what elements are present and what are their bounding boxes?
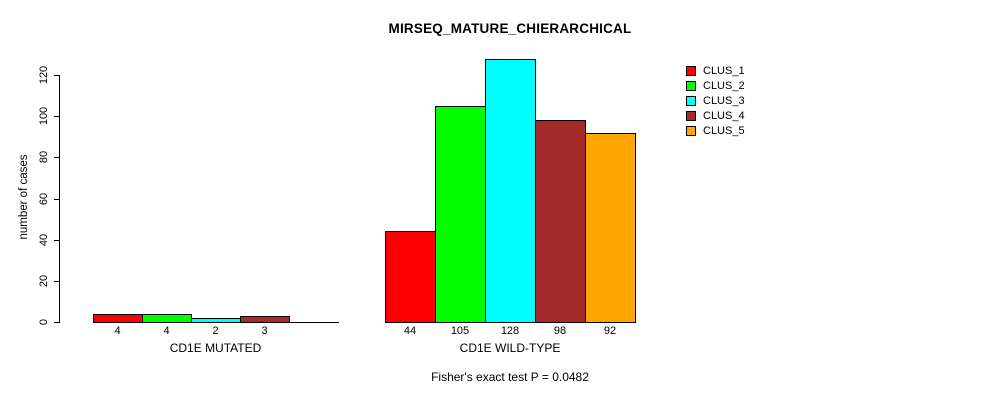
y-axis-tick (54, 157, 60, 158)
y-axis-tick (54, 322, 60, 323)
bar-value-label: 4 (163, 325, 170, 337)
y-tick-label: 100 (38, 106, 50, 126)
y-tick-label: 40 (38, 233, 50, 247)
y-axis-tick (54, 199, 60, 200)
y-tick-label: 0 (38, 318, 50, 326)
bar-clus_5 (585, 133, 636, 323)
bar-value-label: 4 (114, 325, 121, 337)
bar-clus_2 (435, 106, 486, 323)
bar-value-label: 2 (212, 325, 219, 337)
fisher-test-annotation: Fisher's exact test P = 0.0482 (431, 370, 589, 384)
y-axis-tick (54, 116, 60, 117)
legend-swatch-clus_5 (686, 126, 696, 136)
bar-value-label: 98 (553, 325, 567, 337)
legend-label-clus_4: CLUS_4 (703, 110, 745, 122)
legend-label-clus_3: CLUS_3 (703, 95, 745, 107)
bar-clus_1 (93, 314, 143, 323)
y-axis-tick (54, 281, 60, 282)
bar-clus_1 (385, 231, 436, 323)
y-tick-label: 80 (38, 150, 50, 164)
y-tick-label: 20 (38, 274, 50, 288)
x-group-label: CD1E WILD-TYPE (459, 341, 561, 355)
bar-value-label: 105 (450, 325, 470, 337)
bar-clus_2 (142, 314, 192, 323)
legend-label-clus_5: CLUS_5 (703, 125, 745, 137)
bar-clus_5-zero (289, 322, 339, 323)
x-group-label: CD1E MUTATED (169, 341, 262, 355)
legend-swatch-clus_1 (686, 66, 696, 76)
bar-clus_4 (535, 120, 586, 323)
bar-value-label: 92 (603, 325, 617, 337)
bar-clus_3 (485, 59, 536, 323)
legend-swatch-clus_3 (686, 96, 696, 106)
y-axis-tick (54, 75, 60, 76)
y-axis-tick (54, 240, 60, 241)
bar-value-label: 3 (261, 325, 268, 337)
legend-swatch-clus_2 (686, 81, 696, 91)
y-tick-label: 120 (38, 65, 50, 85)
legend-label-clus_2: CLUS_2 (703, 80, 745, 92)
legend-label-clus_1: CLUS_1 (703, 65, 745, 77)
y-tick-label: 60 (38, 192, 50, 206)
chart-title: MIRSEQ_MATURE_CHIERARCHICAL (388, 21, 632, 36)
bar-clus_4 (240, 316, 290, 323)
bar-clus_3 (191, 318, 241, 323)
y-axis-label: number of cases (18, 154, 30, 240)
legend-swatch-clus_4 (686, 111, 696, 121)
bar-value-label: 128 (500, 325, 520, 337)
bar-value-label: 44 (403, 325, 417, 337)
